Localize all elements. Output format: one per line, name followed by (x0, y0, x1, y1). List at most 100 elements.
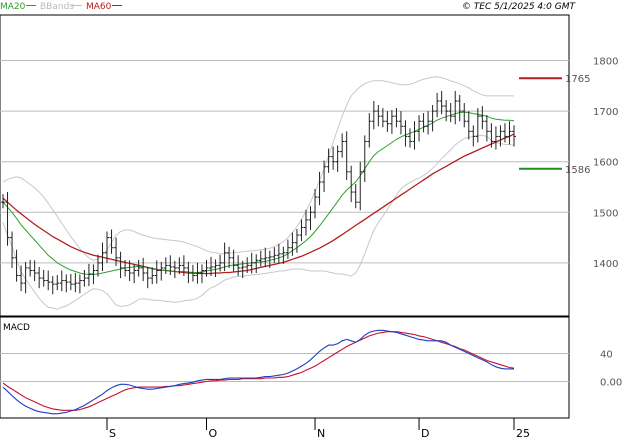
ohlc-bar (489, 123, 494, 148)
ohlc-bar (285, 239, 290, 259)
bband-lower-line (2, 134, 515, 310)
ohlc-bar (168, 255, 173, 276)
price-tick-label: 1500 (593, 208, 618, 219)
ohlc-bar (159, 261, 164, 281)
ohlc-bar (86, 263, 91, 287)
ohlc-bar (181, 255, 186, 277)
ohlc-bar (204, 259, 209, 277)
ohlc-bar (28, 259, 33, 277)
ohlc-bar (82, 269, 87, 287)
price-tick-label: 1400 (593, 259, 618, 270)
ohlc-bar (340, 133, 345, 158)
ohlc-bar (326, 148, 331, 173)
moving-averages (2, 111, 515, 275)
price-tick-label: 1700 (593, 107, 618, 118)
ohlc-bar (1, 194, 5, 209)
ohlc-bar (362, 135, 367, 182)
ohlc-bar (281, 246, 286, 264)
ohlc-bar (394, 108, 399, 128)
ohlc-bar (231, 249, 236, 272)
ohlc-bar (177, 257, 182, 275)
price-tick-label: 1600 (593, 158, 618, 169)
ohlc-bar (358, 161, 363, 211)
ohlc-bar (199, 264, 204, 284)
ohlc-bar (68, 274, 73, 291)
bollinger-bands (2, 76, 515, 310)
ohlc-bar (484, 115, 489, 142)
ohlc-bar (114, 237, 119, 266)
ohlc-bar (105, 231, 110, 263)
ohlc-bar (236, 255, 241, 277)
ohlc-bar (64, 274, 69, 293)
macd-grid (0, 352, 569, 383)
ohlc-bar (453, 90, 458, 125)
ohlc-bar (417, 115, 422, 142)
ohlc-bar (263, 247, 268, 267)
ohlc-bar (254, 254, 259, 273)
ohlc-bar (457, 94, 462, 122)
legend-ma60-label: MA60 (86, 2, 112, 12)
ohlc-bar (430, 105, 435, 132)
ohlc-bar (507, 121, 512, 145)
ohlc-bar (335, 145, 340, 172)
ohlc-bar (59, 270, 64, 292)
price-tick-label: 1800 (593, 57, 618, 68)
price-panel: 1400 1500 1600 1700 1800 1765 1586 (0, 14, 618, 317)
ohlc-bar (190, 264, 195, 282)
ohlc-bar (308, 206, 313, 230)
ohlc-bar (37, 266, 42, 289)
ohlc-bar (444, 99, 449, 122)
ohlc-bar (267, 250, 272, 268)
ohlc-bar (118, 251, 123, 279)
ohlc-bar (331, 146, 336, 170)
ohlc-bar (385, 111, 390, 132)
ohlc-bar (294, 228, 299, 253)
ohlc-bar (127, 260, 132, 282)
ohlc-bar (46, 270, 51, 291)
ohlc-bar (109, 229, 114, 254)
macd-tick-label: 40 (600, 349, 613, 360)
ohlc-bar (435, 92, 440, 118)
time-axis: S O N D 25 (0, 417, 569, 440)
macd-line (2, 329, 514, 415)
ohlc-bar (14, 249, 19, 282)
ohlc-bar (303, 209, 308, 236)
macd-axis: 0.00 40 (600, 349, 622, 388)
ohlc-bar (498, 125, 503, 147)
ohlc-bar (448, 103, 453, 123)
ohlc-bar (493, 126, 498, 150)
time-tick-label: N (317, 427, 325, 440)
ohlc-bar (19, 265, 24, 292)
macd-lines (2, 329, 515, 415)
price-plot-frame (0, 14, 570, 317)
ohlc-bar (439, 90, 444, 115)
time-tick-label: O (208, 427, 217, 440)
ohlc-bar (313, 189, 318, 219)
ohlc-bar (186, 261, 191, 284)
ohlc-bar (50, 276, 55, 295)
ohlc-bar (249, 252, 254, 274)
timestamp: © TEC 5/1/2025 4:0 GMT (462, 2, 577, 12)
ohlc-bar (367, 113, 372, 148)
macd-panel: MACD 0.00 40 (0, 316, 622, 419)
ohlc-bar (227, 246, 232, 268)
ohlc-bar (371, 101, 376, 130)
ohlc-bar (32, 260, 37, 282)
ohlc-bar (344, 131, 349, 180)
ohlc-bar (77, 274, 82, 294)
ohlc-bar (258, 250, 263, 267)
ohlc-bar (272, 247, 277, 263)
ohlc-bar (471, 125, 476, 147)
ohlc-bar (245, 257, 250, 273)
time-tick-label: 25 (516, 427, 530, 440)
ohlc-bar (349, 165, 354, 203)
ohlc-bar (41, 269, 46, 287)
ohlc-bar (389, 110, 394, 134)
price-axis: 1400 1500 1600 1700 1800 (593, 57, 618, 270)
macd-plot-frame (0, 316, 570, 419)
ohlc-bar (150, 267, 155, 285)
ohlc-bar (317, 171, 322, 206)
ohlc-bar (141, 257, 146, 282)
ohlc-bar (376, 105, 381, 127)
